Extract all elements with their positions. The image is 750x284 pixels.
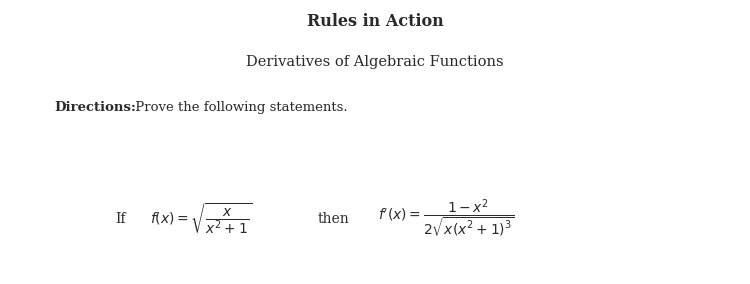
Text: then: then bbox=[318, 212, 350, 226]
Text: Derivatives of Algebraic Functions: Derivatives of Algebraic Functions bbox=[246, 55, 504, 69]
Text: $f(x) = \sqrt{\dfrac{x}{x^2+1}}$: $f(x) = \sqrt{\dfrac{x}{x^2+1}}$ bbox=[150, 202, 253, 236]
Text: $f'(x) = \dfrac{1-x^2}{2\sqrt{x(x^2+1)^3}}$: $f'(x) = \dfrac{1-x^2}{2\sqrt{x(x^2+1)^3… bbox=[378, 198, 514, 240]
Text: Direсtions:: Direсtions: bbox=[54, 101, 136, 114]
Text: Rules in Action: Rules in Action bbox=[307, 13, 443, 30]
Text: If: If bbox=[115, 212, 125, 226]
Text: Prove the following statements.: Prove the following statements. bbox=[131, 101, 348, 114]
